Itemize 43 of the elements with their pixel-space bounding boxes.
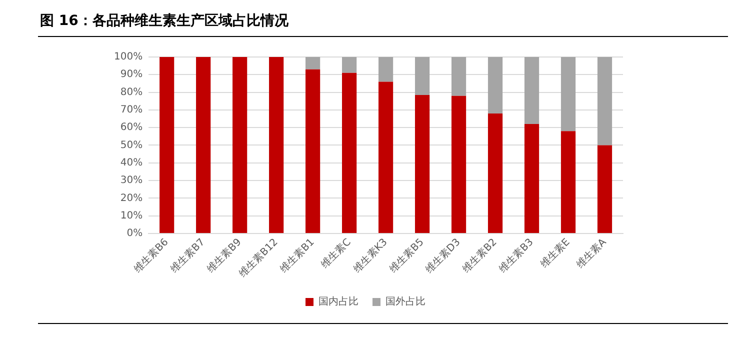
bar [306,69,320,233]
y-tick-label: 90% [120,69,143,80]
y-tick-label: 80% [120,86,143,98]
y-tick-label: 60% [120,122,143,134]
bar [597,145,612,233]
bar [560,131,576,233]
legend-label: 国内占比 [318,296,358,308]
y-tick-label: 100% [114,52,143,63]
x-tick-label: 维生素C [318,236,354,271]
bar [414,57,430,95]
bar [524,57,540,124]
x-tick-label: 维生素B2 [460,236,500,276]
bar [196,57,211,233]
y-tick-label: 50% [120,140,143,151]
bar [488,113,503,233]
bar [306,57,320,70]
bar [560,57,576,132]
bar [414,94,430,233]
bar [342,57,357,73]
x-tick-label: 维生素B3 [496,236,536,276]
x-tick-label: 维生素E [538,236,572,270]
x-tick-label: 维生素B1 [278,236,317,276]
x-tick-label: 维生素B7 [168,236,208,276]
y-tick-label: 10% [120,210,143,222]
y-tick-label: 20% [120,192,143,204]
legend-label: 国外占比 [386,296,426,308]
bar [269,57,284,233]
y-tick-label: 70% [120,104,143,116]
bar [342,72,357,233]
y-tick-label: 30% [120,175,143,186]
bar [451,96,466,233]
y-tick-label: 40% [120,157,143,168]
x-tick-label: 维生素K3 [350,236,390,275]
bar [488,57,503,114]
x-tick-label: 维生素A [574,236,609,271]
bar [524,124,540,233]
chart-title: 图 16：各品种维生素生产区域占比情况 [39,12,290,31]
bar [597,57,612,146]
bar [232,57,248,233]
bar [378,57,394,82]
bar [451,57,466,96]
bar [160,57,174,233]
bar [378,82,394,233]
